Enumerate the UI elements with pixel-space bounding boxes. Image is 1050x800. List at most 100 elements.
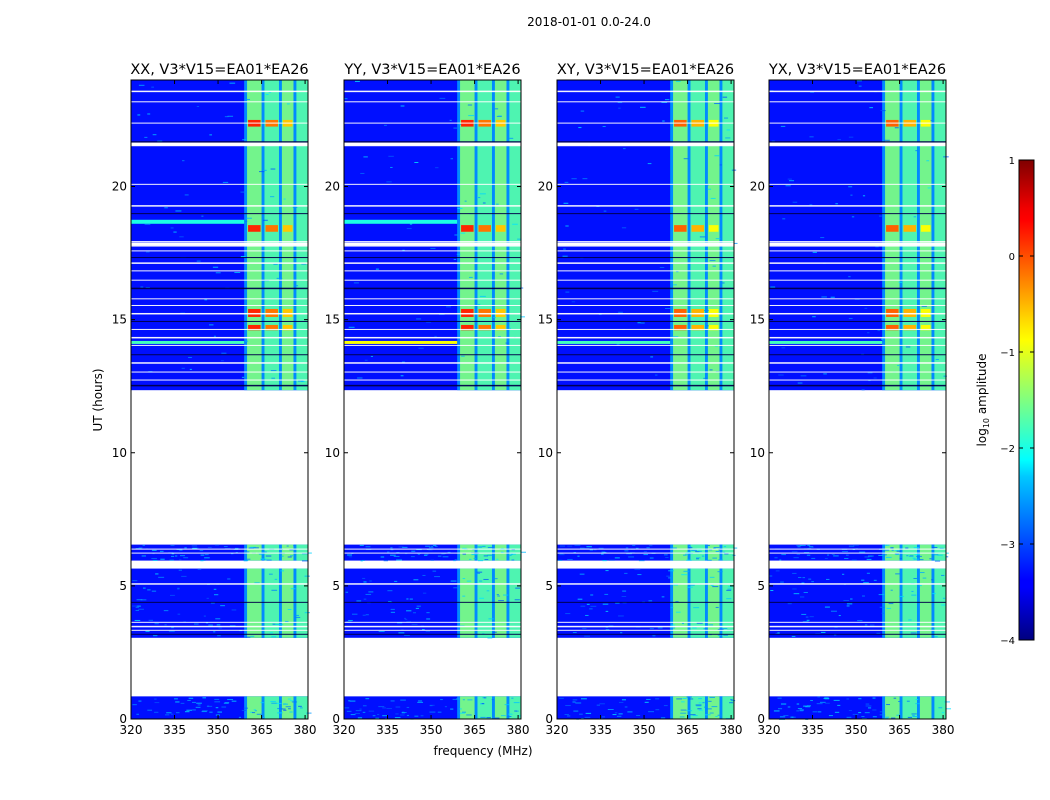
noise-speck: [152, 134, 157, 136]
noise-speck: [565, 225, 569, 227]
noise-speck: [200, 560, 204, 562]
noise-speck: [714, 155, 720, 157]
rfi-hotspot: [248, 225, 261, 232]
noise-speck: [136, 605, 141, 607]
colorbar-ticks: 1 0 −1 −2 −3 −4: [1000, 156, 1034, 647]
figure-title: 2018-01-01 0.0-24.0: [527, 15, 651, 29]
noise-speck: [298, 705, 302, 707]
noise-speck: [361, 559, 365, 561]
rfi-hotspot: [674, 225, 687, 232]
noise-speck: [466, 714, 472, 716]
noise-speck: [701, 555, 705, 557]
noise-speck: [154, 623, 159, 625]
noise-speck: [719, 164, 722, 166]
noise-speck: [848, 186, 853, 188]
noise-speck: [715, 551, 720, 553]
flagged-row: [557, 371, 734, 373]
flagged-row: [557, 379, 734, 381]
noise-speck: [494, 108, 499, 110]
noise-speck: [471, 554, 478, 556]
noise-speck: [945, 708, 952, 710]
noise-speck: [301, 560, 308, 562]
x-tick-label: 320: [120, 723, 143, 737]
flagged-row: [769, 270, 946, 272]
noise-speck: [582, 628, 587, 630]
noise-speck: [400, 375, 404, 377]
x-tick-label: 320: [546, 723, 569, 737]
noise-speck: [289, 711, 293, 713]
noise-speck: [462, 547, 467, 549]
noise-speck: [618, 107, 621, 109]
noise-speck: [905, 346, 911, 348]
noise-speck: [428, 547, 434, 549]
flagged-row: [344, 625, 521, 628]
noise-speck: [181, 367, 185, 369]
flagged-row: [557, 629, 734, 631]
noise-speck: [774, 557, 778, 559]
noise-speck: [357, 377, 363, 379]
noise-speck: [797, 382, 803, 384]
noise-speck: [400, 699, 406, 701]
noise-speck: [353, 282, 359, 284]
noise-speck: [567, 545, 573, 547]
noise-speck: [773, 710, 780, 712]
noise-speck: [796, 710, 800, 712]
flagged-row: [344, 250, 521, 252]
x-tick-label: 365: [676, 723, 699, 737]
noise-speck: [621, 699, 627, 701]
flagged-row: [769, 384, 946, 387]
noise-speck: [649, 628, 654, 630]
flagged-row: [131, 242, 308, 246]
noise-speck: [418, 347, 424, 349]
rfi-hotspot: [461, 225, 474, 232]
noise-speck: [823, 697, 830, 699]
noise-speck: [941, 712, 945, 714]
noise-speck: [886, 544, 890, 546]
panel-frame: [556, 79, 735, 720]
noise-speck: [390, 547, 393, 549]
noise-speck: [171, 553, 175, 555]
noise-speck: [175, 712, 180, 714]
noise-speck: [136, 713, 139, 715]
noise-speck: [692, 627, 697, 629]
noise-speck: [151, 558, 158, 560]
noise-speck: [354, 712, 361, 714]
noise-speck: [206, 597, 209, 599]
noise-speck: [469, 558, 472, 560]
noise-speck: [483, 697, 487, 699]
noise-speck: [914, 554, 921, 556]
noise-speck: [620, 632, 623, 634]
noise-speck: [400, 105, 405, 107]
rfi-hotspot: [282, 324, 293, 331]
noise-speck: [299, 707, 303, 709]
noise-speck: [793, 593, 800, 595]
noise-speck: [442, 556, 449, 558]
rfi-hotspot: [886, 225, 899, 232]
noise-speck: [286, 545, 289, 547]
noise-speck: [809, 136, 814, 138]
noise-speck: [809, 204, 813, 206]
flagged-row: [557, 183, 734, 185]
noise-speck: [721, 282, 725, 284]
noise-speck: [220, 605, 225, 607]
rfi-hotspot: [461, 324, 474, 331]
noise-speck: [467, 104, 473, 106]
flagged-row: [131, 298, 308, 300]
noise-speck: [397, 622, 403, 624]
noise-speck: [823, 373, 827, 375]
noise-speck: [222, 181, 229, 183]
rfi-channel: [690, 696, 705, 719]
noise-speck: [690, 714, 696, 716]
noise-speck: [801, 582, 805, 584]
rfi-channel: [494, 568, 507, 638]
rfi-channel: [247, 568, 262, 638]
flagged-row: [131, 362, 308, 364]
noise-speck: [895, 554, 899, 556]
rfi-channel: [707, 80, 720, 391]
noise-speck: [450, 580, 457, 582]
noise-speck: [817, 711, 822, 713]
noise-speck: [607, 709, 614, 711]
x-tick-label: 335: [801, 723, 824, 737]
noise-speck: [791, 551, 798, 553]
noise-speck: [180, 702, 185, 704]
